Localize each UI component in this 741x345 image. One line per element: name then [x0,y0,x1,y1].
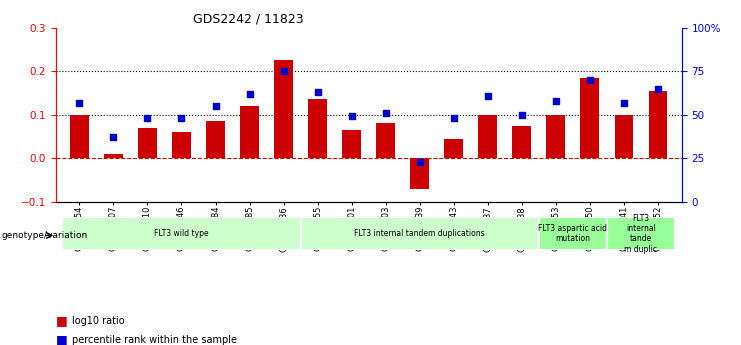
Point [584,77,596,83]
Text: FLT3
internal
tande
m duplic: FLT3 internal tande m duplic [625,214,657,254]
FancyBboxPatch shape [539,217,607,250]
FancyBboxPatch shape [607,217,675,250]
Point [413,159,425,165]
Bar [342,130,361,158]
Point [482,93,494,98]
Point [210,103,222,109]
Point [652,86,664,91]
Point [550,98,562,104]
Point [516,112,528,118]
FancyBboxPatch shape [62,217,301,250]
Point [73,100,85,105]
Text: log10 ratio: log10 ratio [72,316,124,326]
Text: FLT3 aspartic acid
mutation: FLT3 aspartic acid mutation [538,224,608,244]
Bar [104,154,123,158]
Bar [138,128,157,158]
Bar [513,126,531,158]
Bar [411,158,429,189]
Text: FLT3 wild type: FLT3 wild type [154,229,209,238]
FancyBboxPatch shape [301,217,539,250]
Bar [172,132,191,158]
Point [244,91,256,97]
Bar [240,106,259,158]
Text: ■: ■ [56,333,67,345]
Text: FLT3 internal tandem duplications: FLT3 internal tandem duplications [354,229,485,238]
Point [142,116,153,121]
Point [278,68,290,74]
Text: genotype/variation: genotype/variation [1,231,87,240]
Text: GDS2242 / 11823: GDS2242 / 11823 [193,12,304,25]
Bar [479,115,497,158]
Bar [376,124,395,158]
Point [176,116,187,121]
Point [618,100,630,105]
Point [312,89,324,95]
Text: ■: ■ [56,314,67,327]
Bar [648,91,667,158]
Text: percentile rank within the sample: percentile rank within the sample [72,335,237,345]
Bar [445,139,463,158]
Point [448,116,459,121]
Bar [614,115,634,158]
Bar [274,60,293,158]
Bar [546,115,565,158]
Point [346,114,358,119]
Bar [70,115,89,158]
Bar [206,121,225,158]
Bar [308,99,327,158]
Bar [580,78,599,158]
Point [107,135,119,140]
Point [379,110,391,116]
